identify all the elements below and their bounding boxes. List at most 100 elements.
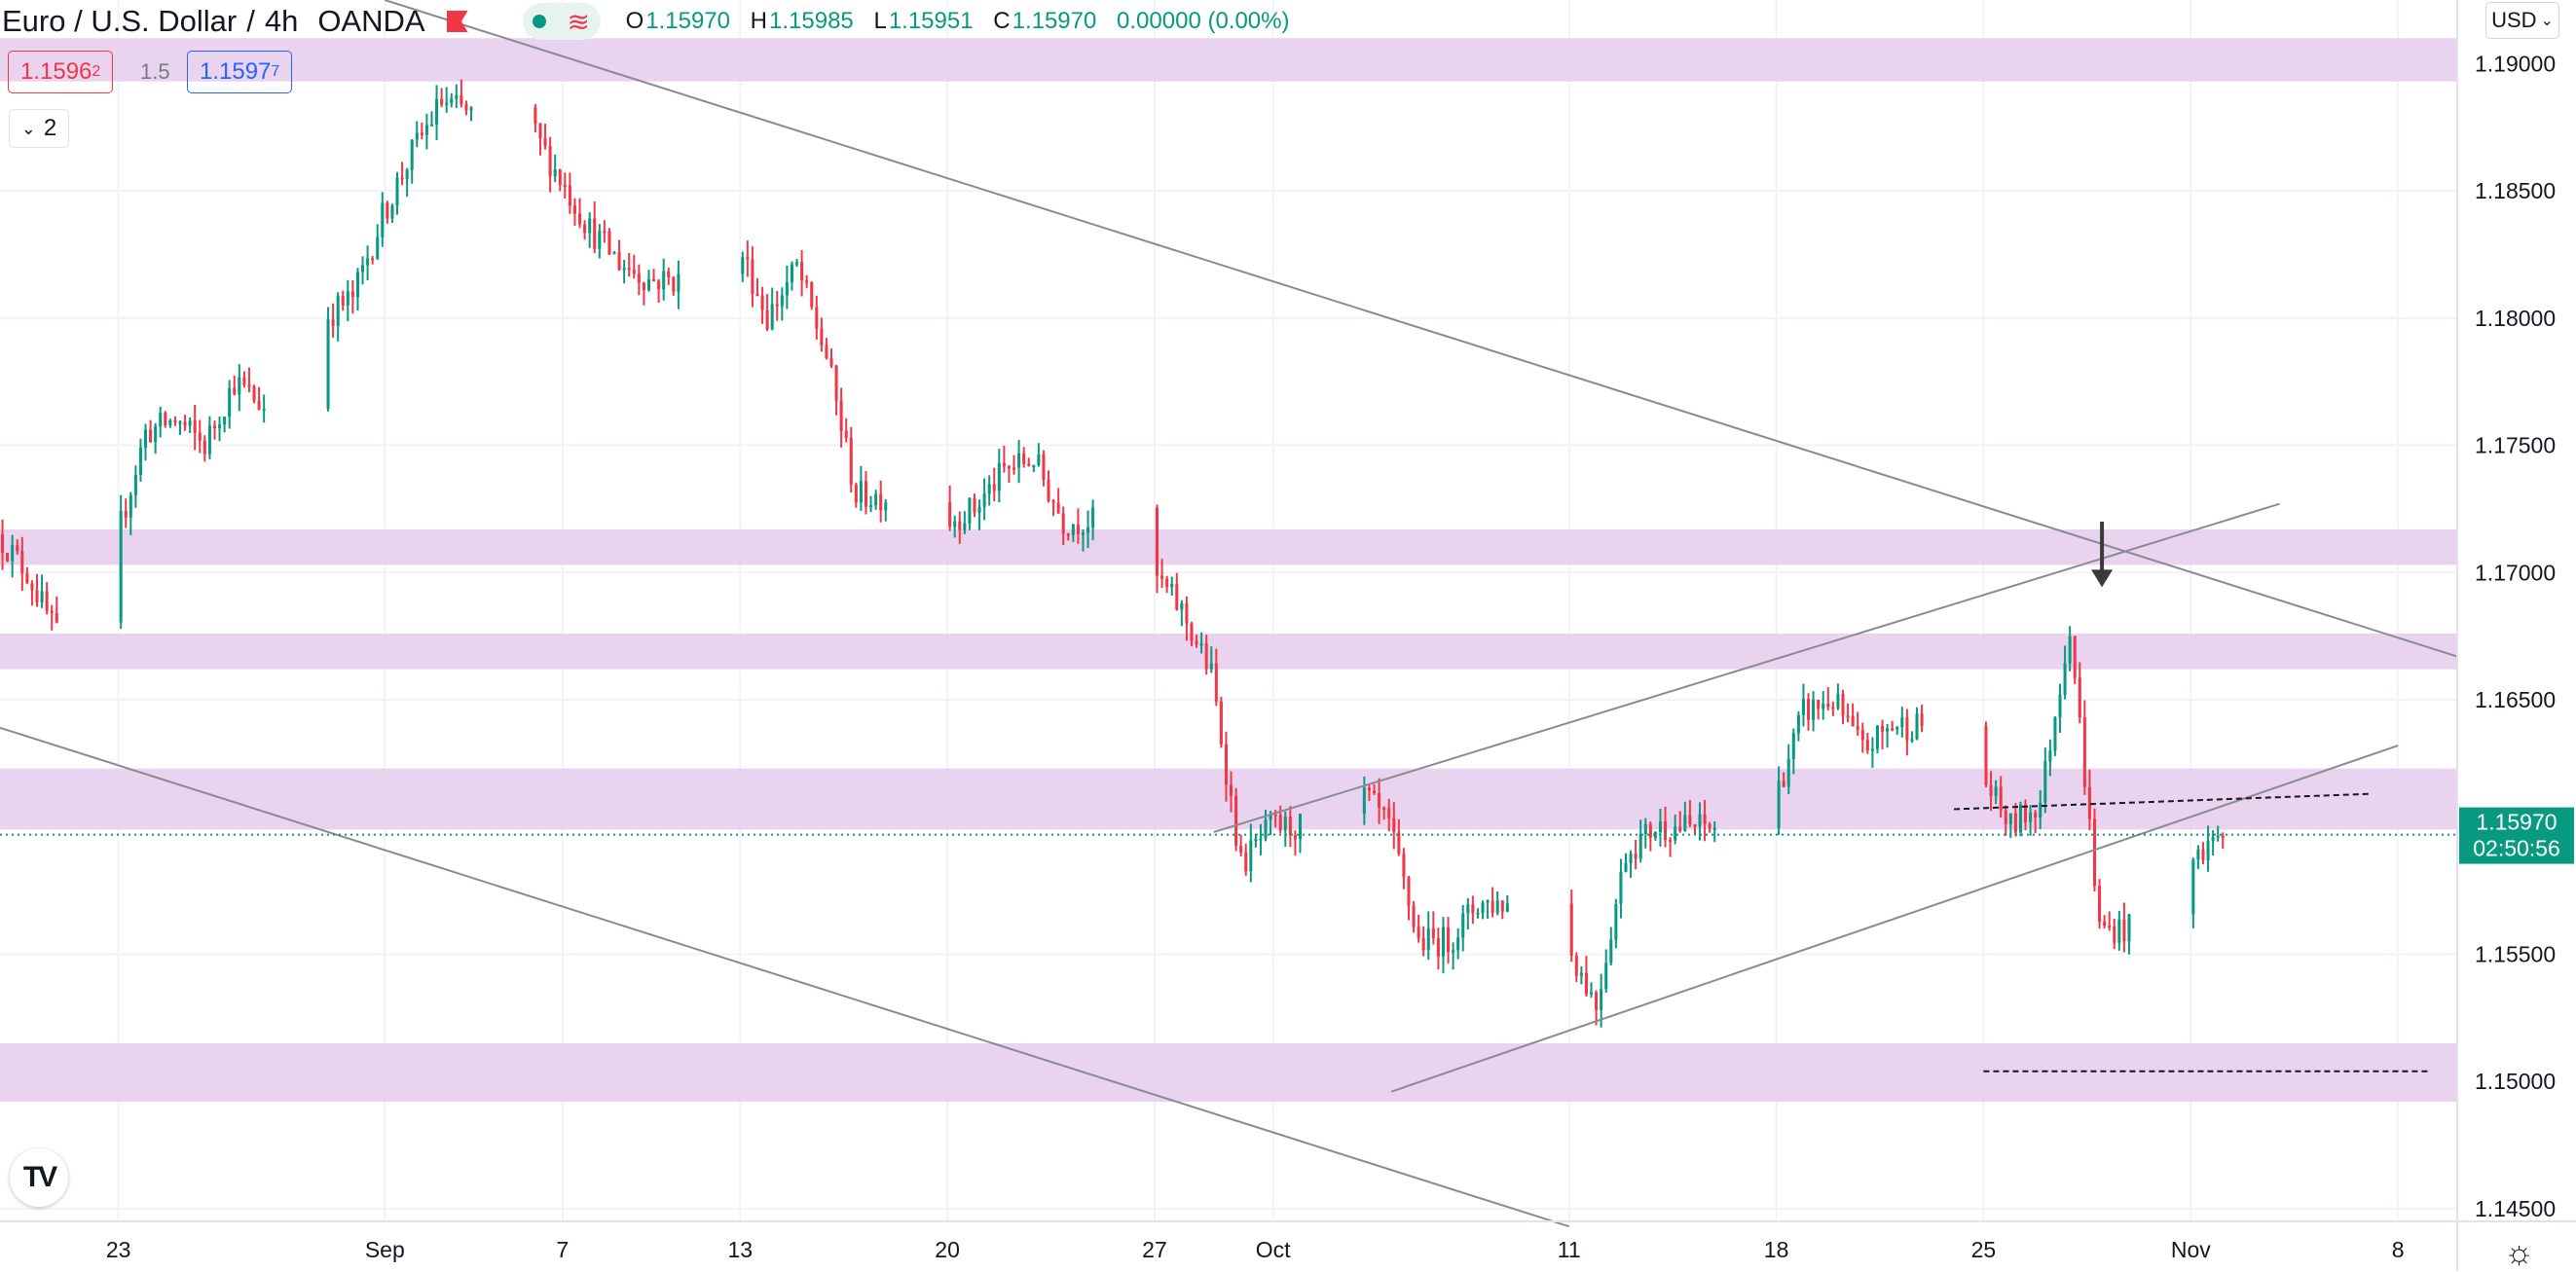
candle-body xyxy=(331,319,335,326)
indicators-toggle-button[interactable]: ⌄ 2 xyxy=(9,109,69,148)
candle-body xyxy=(2078,677,2081,718)
buy-button[interactable]: 1.1597 7 xyxy=(187,51,293,93)
candle-body xyxy=(741,257,745,274)
candle-body xyxy=(1071,524,1075,535)
x-tick-label: 8 xyxy=(2392,1237,2405,1262)
candle-body xyxy=(953,521,957,527)
candle-body xyxy=(238,377,241,395)
candle-body xyxy=(1895,727,1899,730)
candle-body xyxy=(1278,815,1282,831)
candle-body xyxy=(1669,839,1673,842)
candle-body xyxy=(1796,714,1800,734)
candle-body xyxy=(2117,919,2121,943)
x-tick-label: 7 xyxy=(556,1237,569,1262)
candle-body xyxy=(780,295,784,307)
candle-body xyxy=(429,124,433,127)
sell-button[interactable]: 1.1596 2 xyxy=(8,51,114,93)
candle-body xyxy=(1900,717,1904,728)
candle-body xyxy=(2098,886,2102,923)
market-open-dot-icon xyxy=(533,15,547,28)
candle-body xyxy=(223,417,227,425)
candle-body xyxy=(178,421,182,424)
candle-body xyxy=(143,429,148,448)
candle-body xyxy=(1387,808,1391,818)
candle-body xyxy=(1881,725,1885,732)
candle-body xyxy=(2196,849,2200,860)
candle-body xyxy=(1293,835,1297,840)
y-tick-label: 1.15500 xyxy=(2475,941,2556,966)
candle-body xyxy=(1259,838,1263,841)
candle-body xyxy=(1698,814,1702,827)
candle-body xyxy=(1891,728,1895,731)
candle-body xyxy=(159,413,163,427)
candle-body xyxy=(2103,922,2107,927)
candle-body xyxy=(173,419,177,422)
candle-body xyxy=(450,98,454,103)
candle-body xyxy=(129,494,132,518)
candle-body xyxy=(1836,693,1840,709)
candle-body xyxy=(1066,533,1070,536)
candle-body xyxy=(405,169,409,180)
candle-body xyxy=(257,401,261,411)
candle-body xyxy=(2024,804,2028,822)
candle-body xyxy=(381,202,385,237)
candle-body xyxy=(1579,972,1583,976)
candle-body xyxy=(578,213,582,225)
candle-body xyxy=(874,493,878,506)
candle-body xyxy=(1165,578,1169,588)
candle-body xyxy=(40,591,44,603)
candle-body xyxy=(350,291,354,298)
candle-body xyxy=(834,365,838,401)
currency-dropdown[interactable]: USD ⌄ xyxy=(2485,2,2559,39)
candle-body xyxy=(1230,784,1233,797)
candle-body xyxy=(1007,466,1011,469)
flag-icon[interactable] xyxy=(446,11,468,32)
tradingview-logo-icon[interactable]: TV xyxy=(10,1148,68,1207)
x-tick-label: 20 xyxy=(935,1237,960,1262)
market-status-pill[interactable]: ≋ xyxy=(522,3,601,40)
candle-body xyxy=(627,268,631,271)
candle-body xyxy=(568,185,571,206)
trendline xyxy=(1390,745,2399,1093)
candle-body xyxy=(1012,467,1016,470)
candle-body xyxy=(1822,704,1825,709)
candle-body xyxy=(1569,903,1573,956)
candle-body xyxy=(2008,813,2012,824)
gear-icon[interactable]: ☼ xyxy=(2504,1234,2535,1271)
candle-body xyxy=(1471,904,1475,914)
interval-label[interactable]: 4h xyxy=(264,4,299,38)
candle-body xyxy=(1061,513,1065,534)
candle-body xyxy=(50,610,54,613)
candle-body xyxy=(869,505,873,508)
x-tick-label: 23 xyxy=(106,1237,131,1262)
candle-body xyxy=(987,484,991,494)
last-price-badge xyxy=(2459,807,2574,864)
candle-body xyxy=(572,205,576,214)
candle-body xyxy=(1224,744,1228,785)
symbol-title[interactable]: Euro / U.S. Dollar xyxy=(2,4,238,38)
candle-body xyxy=(810,282,814,308)
candle-body xyxy=(1417,927,1420,938)
candle-body xyxy=(1786,759,1790,787)
broker-label[interactable]: OANDA xyxy=(317,4,425,38)
candle-body xyxy=(30,583,34,591)
candle-body xyxy=(212,425,216,429)
candle-body xyxy=(642,282,645,291)
candle-body xyxy=(948,502,952,527)
candle-body xyxy=(1614,903,1618,940)
candle-body xyxy=(45,591,49,611)
candle-body xyxy=(386,202,389,219)
candle-body xyxy=(1915,713,1919,740)
candle-body xyxy=(1397,832,1401,854)
candle-body xyxy=(1703,814,1707,824)
candle-body xyxy=(168,419,172,425)
candle-body xyxy=(366,258,370,266)
candle-body xyxy=(992,484,996,491)
candle-body xyxy=(1239,846,1243,853)
candle-body xyxy=(424,125,428,135)
candle-body xyxy=(1047,479,1050,501)
supply-demand-zone xyxy=(0,768,2457,830)
candle-body xyxy=(252,385,256,402)
bar-countdown-label: 02:50:56 xyxy=(2473,836,2560,861)
